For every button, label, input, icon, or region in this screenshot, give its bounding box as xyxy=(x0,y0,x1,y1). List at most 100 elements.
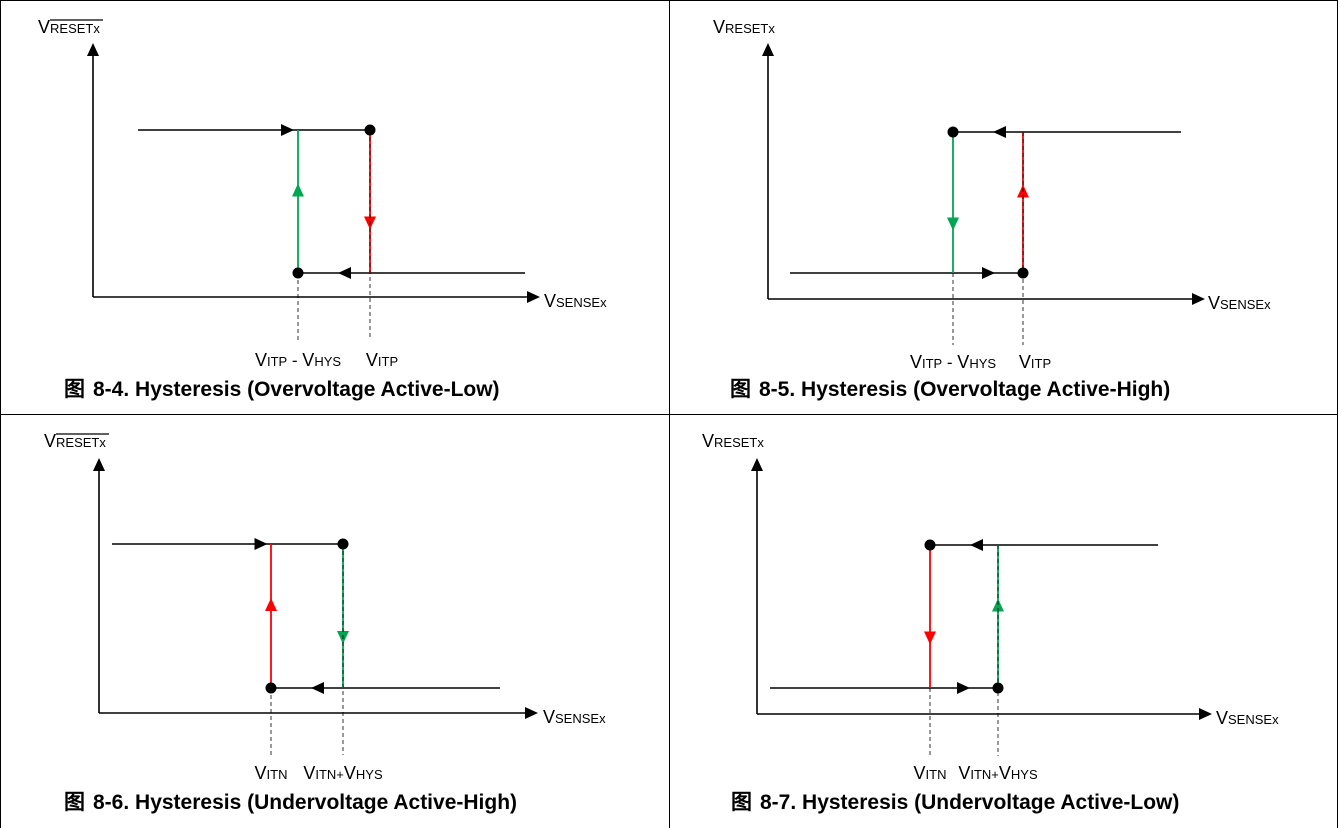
left-threshold-label-main: V xyxy=(255,350,267,370)
figure-caption-prefix: 图 xyxy=(64,377,85,401)
right-threshold-label-main: V xyxy=(366,350,378,370)
figure-number: 8-4 xyxy=(93,378,124,401)
left-threshold-label-main: V xyxy=(957,352,969,372)
right-threshold-label-main: V xyxy=(344,763,356,783)
lower-level-arrow xyxy=(957,682,970,694)
right-threshold-label-sub: ITP xyxy=(378,354,398,369)
left-threshold-label-sub: HYS xyxy=(969,356,996,371)
right-threshold-label-sub: HYS xyxy=(356,767,383,782)
right-threshold-label: VITN+VHYS xyxy=(958,763,1038,783)
upper-switch-point xyxy=(924,539,936,551)
figure-caption-separator: . xyxy=(790,791,802,814)
left-threshold-label-main: V xyxy=(910,352,922,372)
left-threshold-label-main: V xyxy=(914,763,926,783)
left-threshold-label-sep: - xyxy=(942,353,957,372)
right-threshold-label-sub: ITP xyxy=(1031,356,1051,371)
left-threshold-label: VITN xyxy=(914,763,947,783)
figure-number: 8-7 xyxy=(760,791,790,814)
x-axis-label-sub: SENSEx xyxy=(556,295,607,310)
lower-level-arrow xyxy=(338,267,351,279)
y-axis-label-sub: RESETx xyxy=(725,21,775,36)
upper-switch-point xyxy=(947,126,959,138)
left-threshold-label: VITN xyxy=(255,763,288,783)
x-axis-label-main: V xyxy=(544,291,556,311)
x-axis-label: VSENSEx xyxy=(1216,708,1279,728)
left-transition-arrow xyxy=(947,217,959,231)
x-axis-label-sub: SENSEx xyxy=(555,711,606,726)
y-axis-label-main: V xyxy=(38,17,50,37)
left-threshold-label-sub: ITN xyxy=(267,767,288,782)
upper-level-arrow xyxy=(254,538,268,550)
right-threshold-label: VITN+VHYS xyxy=(303,763,383,783)
y-axis-label-sub: RESETx xyxy=(714,435,764,450)
y-axis-label: VRESETx xyxy=(38,17,100,37)
left-threshold-label: VITP - VHYS xyxy=(910,352,996,372)
figure-caption-separator: . xyxy=(789,378,801,401)
right-threshold-label-main: V xyxy=(303,763,315,783)
left-threshold-label-sub: ITP xyxy=(922,356,942,371)
figure-caption-text: Hysteresis (Overvoltage Active-High) xyxy=(801,378,1170,401)
right-threshold-label: VITP xyxy=(366,350,398,370)
left-threshold-label: VITP - VHYS xyxy=(255,350,341,370)
y-axis-arrow xyxy=(762,43,774,56)
figure-caption-text: Hysteresis (Undervoltage Active-High) xyxy=(135,791,517,814)
left-transition-arrow xyxy=(292,183,304,197)
y-axis-label-sub: RESETx xyxy=(50,21,100,36)
y-axis-label: VRESETx xyxy=(713,17,775,37)
figure-caption-text: Hysteresis (Undervoltage Active-Low) xyxy=(802,791,1179,814)
x-axis-label-sub: SENSEx xyxy=(1220,297,1271,312)
right-threshold-label: VITP xyxy=(1019,352,1051,372)
x-axis-arrow xyxy=(1192,293,1205,305)
figure-caption-separator: . xyxy=(123,378,135,401)
right-threshold-label-sub: ITN+ xyxy=(315,767,344,782)
figure-caption-text: Hysteresis (Overvoltage Active-Low) xyxy=(135,378,500,401)
y-axis-label: VRESETx xyxy=(702,431,764,451)
left-threshold-label-main: V xyxy=(302,350,314,370)
right-threshold-label-main: V xyxy=(1019,352,1031,372)
lower-level-arrow xyxy=(982,267,995,279)
left-threshold-label-sub: ITP xyxy=(267,354,287,369)
figure-caption: 图 8-6. Hysteresis (Undervoltage Active-Hi… xyxy=(64,790,517,814)
left-threshold-label-sub: HYS xyxy=(314,354,341,369)
y-axis-arrow xyxy=(751,458,763,471)
right-threshold-label-sub: HYS xyxy=(1011,767,1038,782)
left-threshold-label-sep: - xyxy=(287,351,302,370)
figure-caption: 图 8-4. Hysteresis (Overvoltage Active-Low… xyxy=(64,377,500,401)
y-axis-label-main: V xyxy=(702,431,714,451)
figure-caption: 图 8-7. Hysteresis (Undervoltage Active-Lo… xyxy=(731,790,1179,814)
y-axis-label: VRESETx xyxy=(44,431,106,451)
upper-level-arrow xyxy=(993,126,1006,138)
x-axis-label-sub: SENSEx xyxy=(1228,712,1279,727)
figure-caption: 图 8-5. Hysteresis (Overvoltage Active-Hig… xyxy=(730,377,1170,401)
figure-number: 8-6 xyxy=(93,791,123,814)
upper-level-arrow xyxy=(970,539,983,551)
figure-number: 8-5 xyxy=(759,378,790,401)
figure-caption-prefix: 图 xyxy=(64,790,85,814)
y-axis-arrow xyxy=(93,458,105,471)
right-threshold-label-main: V xyxy=(999,763,1011,783)
x-axis-arrow xyxy=(1199,708,1212,720)
figure-caption-prefix: 图 xyxy=(731,790,752,814)
x-axis-label: VSENSEx xyxy=(1208,293,1271,313)
left-transition-arrow xyxy=(924,631,936,645)
x-axis-arrow xyxy=(525,707,538,719)
x-axis-label-main: V xyxy=(1216,708,1228,728)
y-axis-label-sub: RESETx xyxy=(56,435,106,450)
y-axis-arrow xyxy=(87,43,99,56)
x-axis-label-main: V xyxy=(543,707,555,727)
x-axis-label-main: V xyxy=(1208,293,1220,313)
lower-level-arrow xyxy=(311,682,324,694)
right-threshold-label-sub: ITN+ xyxy=(970,767,999,782)
x-axis-arrow xyxy=(527,291,540,303)
left-threshold-label-main: V xyxy=(255,763,267,783)
x-axis-label: VSENSEx xyxy=(543,707,606,727)
figure-caption-prefix: 图 xyxy=(730,377,751,401)
left-threshold-label-sub: ITN xyxy=(926,767,947,782)
upper-level-arrow xyxy=(281,124,294,136)
